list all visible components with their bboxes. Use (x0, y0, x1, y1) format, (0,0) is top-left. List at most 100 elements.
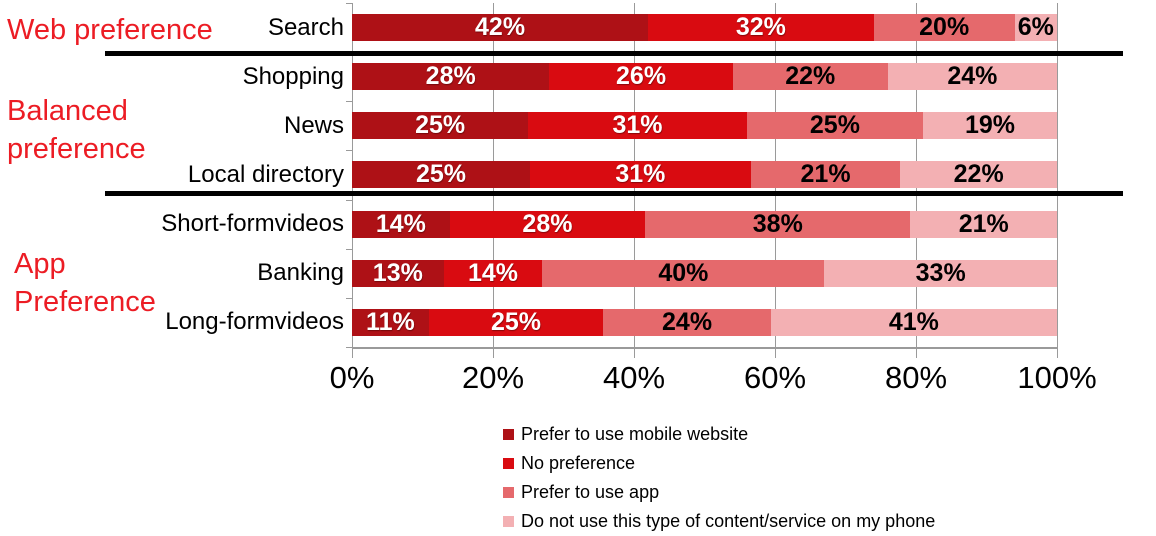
x-axis-tick (775, 347, 776, 358)
bar-segment: 42% (352, 13, 649, 42)
stacked-bar: 14% 28% 38% 21% (352, 209, 1057, 238)
bar-segment: 20% (873, 13, 1015, 42)
bar-row: 42% 32% 20% 6% (352, 3, 1057, 52)
bar-value-label: 13% (372, 258, 423, 287)
bar-value-label: 14% (375, 209, 426, 238)
group-label-line: Web preference (7, 14, 213, 46)
group-label-balanced-preference: Balanced preference (7, 92, 146, 168)
x-axis-line (352, 347, 1058, 349)
bar-segment: 32% (648, 13, 874, 42)
stacked-bar: 28% 26% 22% 24% (352, 62, 1057, 91)
bar-segment: 24% (603, 307, 771, 336)
group-divider (105, 191, 1123, 196)
bar-value-label: 22% (953, 160, 1004, 189)
group-divider (105, 51, 1123, 56)
category-label-line: Local directory (187, 160, 344, 188)
bar-value-label: 42% (475, 13, 526, 42)
legend-item: Prefer to use app (503, 478, 935, 507)
group-label-line: Preference (14, 286, 156, 318)
bar-value-label: 25% (491, 307, 542, 336)
group-label-line: Balanced (7, 95, 128, 127)
category-label-line: videos (274, 210, 344, 238)
x-tick-label: 20% (461, 360, 525, 395)
bar-row: 11% 25% 24% 41% (352, 298, 1057, 347)
legend-label: Prefer to use mobile website (521, 424, 749, 444)
stacked-bar: 11% 25% 24% 41% (352, 307, 1057, 336)
bar-segment: 14% (443, 259, 543, 287)
bar-value-label: 21% (800, 160, 851, 189)
legend-label: Prefer to use app (521, 482, 660, 502)
category-label: Long-form videos (0, 298, 352, 347)
category-label-line: Search (267, 13, 344, 41)
category-label-line: Shopping (242, 62, 344, 90)
x-axis-tick (1057, 347, 1058, 358)
legend-label: No preference (521, 453, 636, 473)
stacked-bar: 13% 14% 40% 33% (352, 258, 1058, 287)
bar-segment: 31% (528, 111, 747, 140)
bar-value-label: 22% (785, 62, 836, 91)
bar-value-label: 24% (947, 62, 998, 91)
group-label-line: App (14, 248, 66, 280)
stacked-bar: 42% 32% 20% 6% (352, 13, 1057, 42)
bar-row: 25% 31% 21% 22% (352, 150, 1057, 199)
legend-item: Prefer to use mobile website (503, 420, 935, 449)
stacked-bar: 25% 31% 25% 19% (352, 111, 1057, 140)
legend-swatch (503, 429, 514, 440)
category-label: News (0, 101, 352, 150)
bar-value-label: 26% (616, 62, 667, 91)
bar-segment: 38% (645, 210, 911, 238)
bar-value-label: 31% (615, 160, 666, 189)
bar-segment: 6% (1014, 13, 1057, 42)
bar-value-label: 32% (735, 13, 786, 42)
bar-segment: 21% (750, 160, 901, 189)
bar-segment: 24% (887, 62, 1057, 91)
bar-value-label: 31% (612, 111, 663, 140)
bar-segment: 14% (352, 209, 450, 238)
bar-value-label: 6% (1017, 13, 1054, 42)
x-tick-label: 40% (602, 360, 666, 395)
group-label-app-preference: App Preference (14, 245, 156, 321)
y-axis-tick (346, 249, 352, 250)
x-tick-label: 60% (743, 360, 807, 395)
bar-value-label: 25% (809, 111, 860, 140)
stacked-bar: 25% 31% 21% 22% (352, 160, 1057, 189)
bar-value-label: 24% (662, 307, 713, 336)
bar-value-label: 33% (915, 258, 966, 287)
bar-value-label: 20% (919, 13, 970, 42)
category-label-line: videos (274, 308, 344, 336)
x-tick-label: 80% (884, 360, 948, 395)
x-tick-label: 100% (1017, 360, 1097, 395)
y-axis-tick (346, 347, 352, 348)
bar-segment: 26% (549, 62, 733, 91)
legend-swatch (503, 487, 514, 498)
x-tick-label: 0% (329, 360, 375, 395)
bar-value-label: 28% (522, 209, 573, 238)
y-axis-tick (346, 3, 352, 4)
bar-segment: 19% (923, 111, 1057, 140)
y-axis-tick (346, 150, 352, 151)
category-label: Local directory (0, 150, 352, 199)
bar-segment: 33% (824, 258, 1058, 287)
bar-segment: 25% (428, 307, 604, 336)
bar-row: 25% 31% 25% 19% (352, 101, 1057, 150)
category-label: Shopping (0, 52, 352, 101)
plot-area: 42% 32% 20% 6% 28% 26% 22% 24% 25% 31% 25% 19% 25% 31… (346, 3, 1058, 358)
bar-value-label: 40% (658, 258, 709, 287)
legend: Prefer to use mobile website No preferenc… (503, 420, 935, 536)
group-label-web-preference: Web preference (7, 11, 213, 49)
x-axis-tick (493, 347, 494, 358)
legend-swatch (503, 458, 514, 469)
bar-segment: 21% (910, 210, 1057, 238)
bar-segment: 11% (352, 308, 429, 336)
bar-segment: 25% (352, 111, 529, 140)
x-axis-tick (634, 347, 635, 358)
bar-segment: 22% (732, 62, 888, 91)
bar-segment: 22% (900, 160, 1057, 189)
legend-item: No preference (503, 449, 935, 478)
bar-row: 14% 28% 38% 21% (352, 200, 1057, 249)
category-label: Banking (0, 249, 352, 298)
bar-segment: 28% (352, 62, 550, 91)
group-label-line: preference (7, 133, 146, 165)
y-axis-tick (346, 200, 352, 201)
